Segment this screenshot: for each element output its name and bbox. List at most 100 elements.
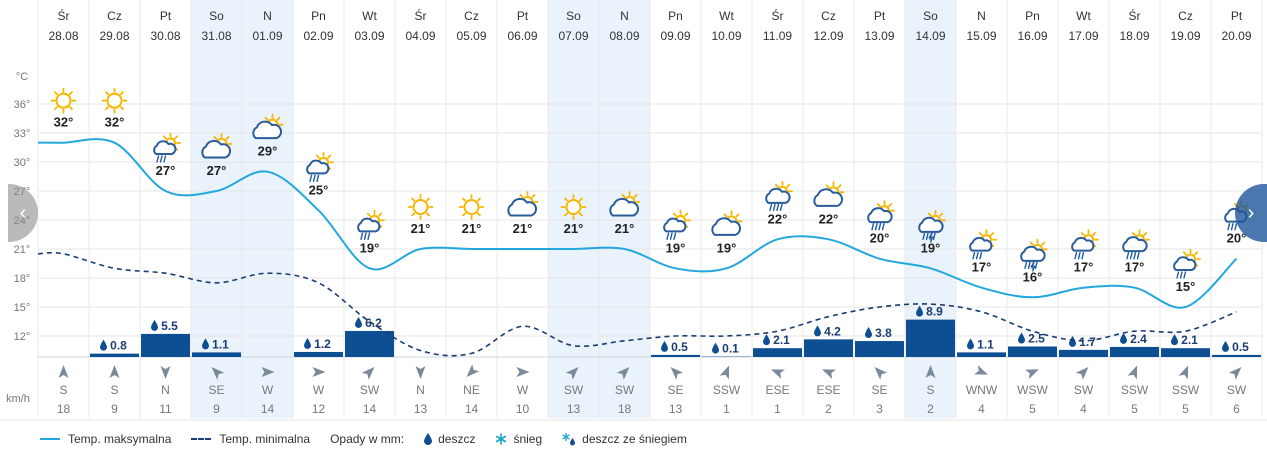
- tmax-label: 17°: [1074, 260, 1094, 275]
- cloud-sun-icon: [252, 113, 284, 140]
- cloud-shape: [918, 216, 944, 233]
- sun-ray: [174, 135, 179, 140]
- sun-disc: [463, 199, 480, 215]
- rain-streak: [159, 155, 163, 163]
- precip-bar: [804, 339, 853, 357]
- rain-streak: [772, 203, 776, 212]
- precip-value: 2.1: [1181, 333, 1198, 347]
- rain-drop-icon: [814, 325, 821, 337]
- sun-ray: [1092, 232, 1097, 236]
- wind-arrow-icon: [312, 367, 326, 377]
- wind-direction: SE: [667, 383, 683, 397]
- chevron-right-icon: ›: [1247, 201, 1255, 224]
- date-label: 15.09: [966, 29, 996, 43]
- sun-ray: [315, 154, 320, 159]
- wind-arrow-icon: [822, 369, 836, 379]
- sun-ray: [366, 212, 371, 217]
- sun-ray: [786, 183, 791, 188]
- sun-ray: [531, 194, 536, 198]
- rain-drop-icon: [1018, 332, 1025, 344]
- rain-streak: [922, 232, 926, 241]
- wind-arrow-icon: [1178, 365, 1189, 380]
- rain-streak: [673, 232, 677, 241]
- tmin-line: [37, 251, 1237, 357]
- legend-tmax: Temp. maksymalna: [40, 432, 171, 446]
- precip-value: 1.1: [212, 337, 229, 351]
- rain-streak: [878, 222, 882, 231]
- rain-drop-icon: [661, 340, 668, 352]
- tmax-label: 22°: [819, 211, 839, 226]
- precip-label: 0.5: [661, 340, 688, 354]
- wind-direction: SW: [1227, 383, 1247, 397]
- cloud-sun-icon: [711, 210, 743, 236]
- rain-drop-icon: [712, 342, 719, 354]
- sun-ray: [119, 106, 124, 111]
- rain-streak: [163, 155, 167, 163]
- precip-bar: [1059, 349, 1108, 357]
- date-label: 13.09: [864, 29, 894, 43]
- sun-ray: [54, 91, 59, 96]
- tmax-label: 17°: [972, 260, 992, 275]
- wind-direction: SW: [615, 383, 635, 397]
- rain-streak: [979, 251, 983, 260]
- rain-streak: [1034, 261, 1038, 270]
- sun-icon: [50, 87, 77, 114]
- tmax-label: 27°: [156, 163, 176, 178]
- y-tick-label: 33°: [14, 128, 31, 140]
- rain-drop-icon: [865, 327, 872, 339]
- wind-direction: SW: [360, 383, 380, 397]
- sun-ray: [264, 116, 269, 121]
- sun-ray: [774, 183, 779, 188]
- day-name: Pn: [1025, 9, 1040, 23]
- wind-arrow-icon: [1127, 365, 1138, 380]
- precip-bar: [192, 352, 241, 357]
- sun-ray: [1080, 232, 1085, 236]
- date-label: 05.09: [456, 29, 486, 43]
- rain-streak: [309, 174, 313, 183]
- sun-ray: [411, 212, 416, 217]
- legend-rain-snow-label: deszcz ze śniegiem: [582, 432, 687, 446]
- tmax-label: 21°: [513, 221, 533, 236]
- sun-ray: [825, 184, 830, 189]
- lightning-bolt: [1030, 260, 1036, 272]
- legend-rain-snow: deszcz ze śniegiem: [562, 432, 687, 446]
- tmax-label: 15°: [1176, 279, 1196, 294]
- wind-speed: 5: [1131, 402, 1138, 416]
- wind-direction: W: [262, 383, 274, 397]
- sun-disc: [565, 199, 582, 215]
- day-name: Wt: [719, 9, 734, 23]
- precip-label: 2.1: [763, 333, 790, 347]
- wind-arrow-icon: [109, 365, 120, 378]
- day-name: Pt: [160, 9, 172, 23]
- day-name: Cz: [107, 9, 122, 23]
- wind-direction: S: [59, 383, 67, 397]
- cloud-shape: [201, 140, 232, 159]
- wind-speed: 18: [57, 402, 71, 416]
- tmax-label: 22°: [768, 211, 788, 226]
- rain-streak: [769, 203, 773, 212]
- precip-label: 1.1: [202, 337, 229, 351]
- sun-ray: [564, 212, 569, 217]
- wind-arrow-icon: [415, 366, 426, 379]
- wind-arrow-icon: [925, 365, 936, 378]
- wind-speed: 2: [825, 402, 832, 416]
- rain-drop-icon: [1120, 332, 1127, 344]
- wind-arrow-icon: [771, 369, 785, 379]
- sun-disc: [55, 92, 72, 109]
- cloud-shape: [1122, 236, 1148, 253]
- precip-label: 0.8: [100, 339, 127, 353]
- tmax-label: 27°: [207, 163, 227, 178]
- sun-ray: [888, 203, 893, 207]
- date-header: Śr 28.08 Cz 29.08 Pt 30.08 So 31.08 N 01.09 Pn 02.0…: [48, 8, 1251, 43]
- rain-streak: [1074, 251, 1078, 260]
- rain-streak: [1179, 271, 1183, 279]
- precip-value: 2.1: [773, 333, 790, 347]
- day-name: Cz: [1178, 9, 1193, 23]
- precip-value: 4.2: [824, 324, 841, 338]
- sun-ray: [162, 135, 167, 140]
- day-name: Pt: [1231, 9, 1243, 23]
- sun-ray: [476, 197, 481, 202]
- cloud-shape: [357, 217, 381, 233]
- y-tick-label: 30°: [14, 157, 31, 169]
